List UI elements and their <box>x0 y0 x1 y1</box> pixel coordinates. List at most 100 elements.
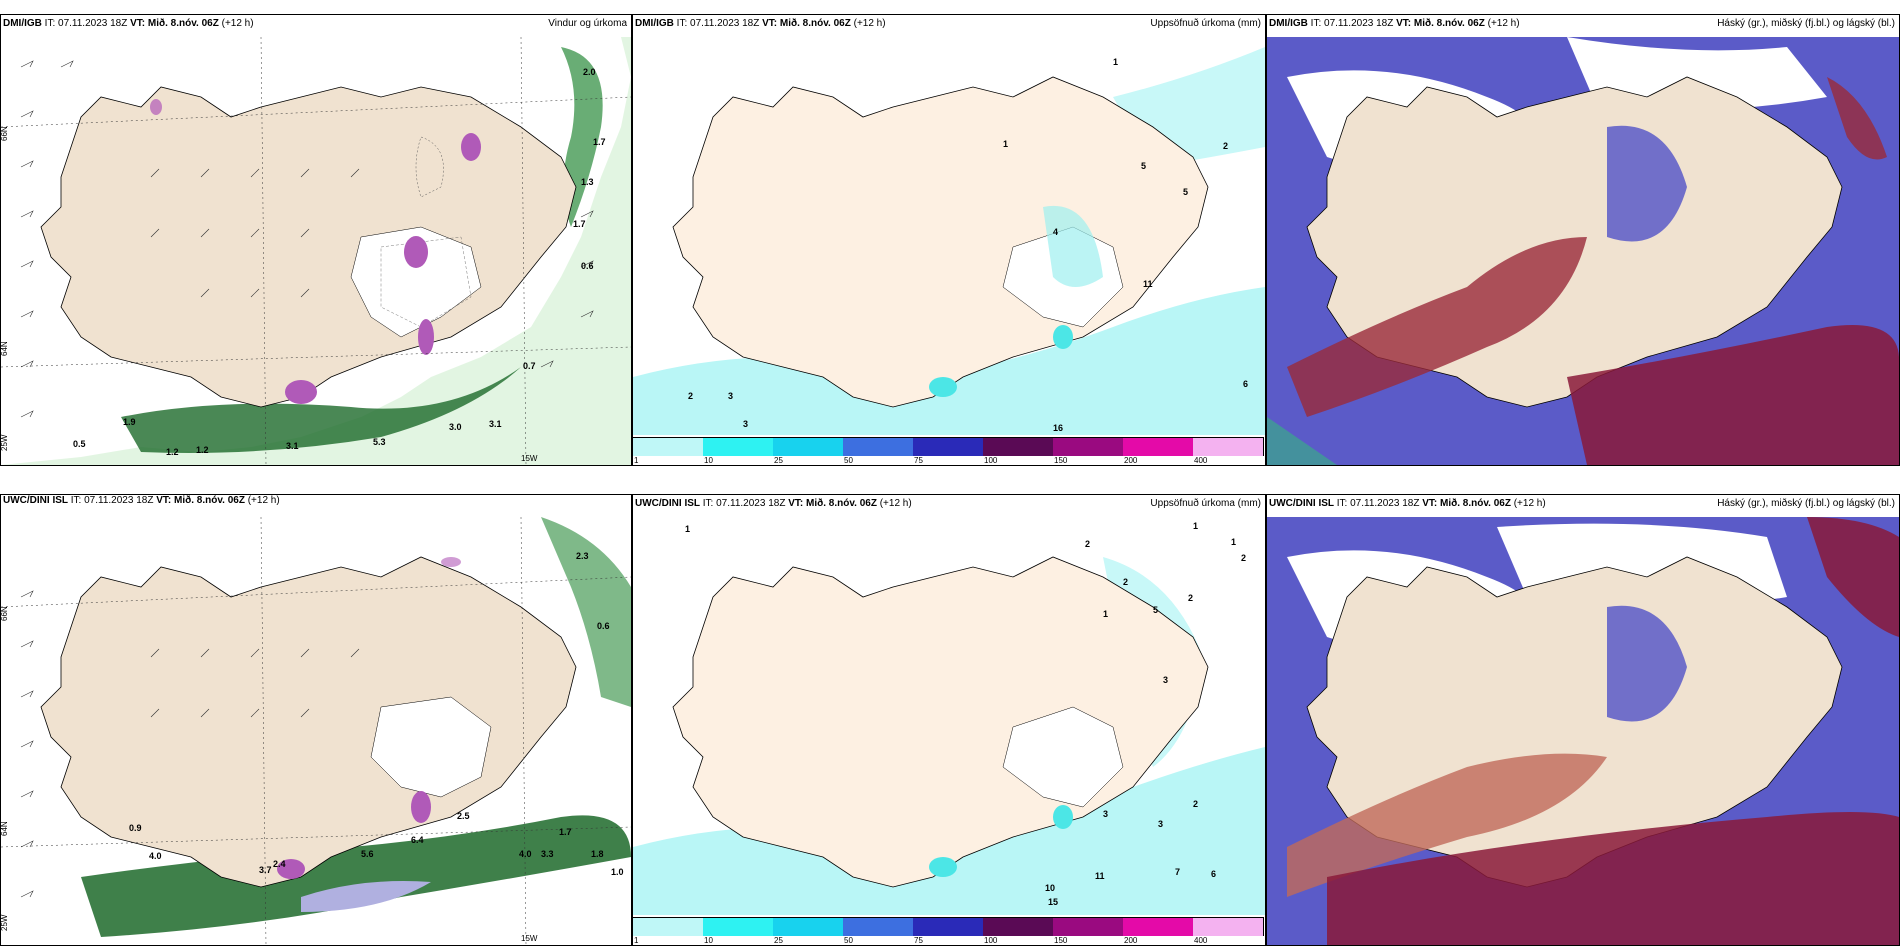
wind-label: 1.3 <box>581 177 594 187</box>
lat-label: 64N <box>1 821 9 836</box>
precip-label: 4 <box>1053 227 1058 237</box>
precip-label: 3 <box>728 391 733 401</box>
colorbar-label: 400 <box>1194 456 1208 465</box>
precip-label: 1 <box>1113 57 1118 67</box>
colorbar-label: 10 <box>704 456 713 465</box>
wind-label: 1.2 <box>196 445 209 455</box>
colorbar-label: 1 <box>634 456 639 465</box>
colorbar-swatch <box>913 437 984 456</box>
panel-wind-uwc: UWC/DINI ISL IT: 07.11.2023 18Z VT: Mið.… <box>0 494 632 946</box>
wind-label: 1.9 <box>123 417 136 427</box>
panel-precip-uwc: UWC/DINI ISL IT: 07.11.2023 18Z VT: Mið.… <box>632 494 1266 946</box>
wind-label: 1.2 <box>166 447 179 457</box>
lon-label: 25W <box>1 914 9 931</box>
wind-label: 1.7 <box>593 137 606 147</box>
colorbar-label: 150 <box>1054 456 1068 465</box>
lon-label: 15W <box>521 934 538 943</box>
map-precip-uwc: 1 1 1 2 2 1 2 2 5 3 10 15 11 7 6 3 3 2 <box>633 517 1265 915</box>
wind-label: 1.7 <box>573 219 586 229</box>
colorbar-swatch <box>773 437 844 456</box>
precip-label: 2 <box>1085 539 1090 549</box>
wind-label: 2.5 <box>457 811 470 821</box>
wind-label: 2.4 <box>273 859 286 869</box>
panel-right-title: Vindur og úrkoma <box>548 18 627 29</box>
colorbar-swatch <box>843 437 914 456</box>
precip-label: 1 <box>1231 537 1236 547</box>
colorbar-label: 150 <box>1054 936 1068 945</box>
precip-label: 11 <box>1143 279 1153 289</box>
wind-label: 0.6 <box>597 621 610 631</box>
wind-label: 6.4 <box>411 835 424 845</box>
precip-label: 1 <box>1003 139 1008 149</box>
precip-label: 5 <box>1183 187 1188 197</box>
panel-precip-dmi: DMI/IGB IT: 07.11.2023 18Z VT: Mið. 8.nó… <box>632 14 1266 466</box>
colorbar-label: 75 <box>914 936 923 945</box>
wind-label: 3.1 <box>286 441 299 451</box>
map-precip-dmi: 1 1 4 3 2 5 5 11 2 3 16 6 <box>633 37 1265 435</box>
colorbar-swatch <box>1123 437 1194 456</box>
precip-label: 6 <box>1211 869 1216 879</box>
colorbar-swatch <box>633 917 704 936</box>
wind-label: 4.0 <box>519 849 532 859</box>
panel-right-title: Háský (gr.), miðský (fj.bl.) og lágský (… <box>1717 498 1895 509</box>
wind-label: 0.5 <box>73 439 86 449</box>
wind-label: 3.1 <box>489 419 502 429</box>
colorbar-label: 10 <box>704 936 713 945</box>
colorbar-swatch <box>633 437 704 456</box>
wind-label: 1.0 <box>611 867 624 877</box>
panel-right-title: Uppsöfnuð úrkoma (mm) <box>1150 18 1261 29</box>
wind-label: 5.3 <box>373 437 386 447</box>
map-wind-uwc: 66N 64N 25W 15W 2.3 0.6 0.9 4.0 3.7 2.4 … <box>1 517 631 945</box>
panel-title: DMI/IGB IT: 07.11.2023 18Z VT: Mið. 8.nó… <box>1269 18 1520 29</box>
precip-label: 7 <box>1175 867 1180 877</box>
colorbar-swatch <box>983 917 1054 936</box>
precip-label: 2 <box>1188 593 1193 603</box>
lat-label: 66N <box>1 606 9 621</box>
precip-label: 16 <box>1053 423 1063 433</box>
precip-label: 1 <box>685 524 690 534</box>
wind-label: 3.7 <box>259 865 272 875</box>
colorbar-label: 400 <box>1194 936 1208 945</box>
colorbar-label: 50 <box>844 456 853 465</box>
precip-label: 10 <box>1045 883 1055 893</box>
colorbar: 1 10 25 50 75 100 150 200 400 <box>633 917 1265 945</box>
wind-label: 0.6 <box>581 261 594 271</box>
panel-clouds-dmi: DMI/IGB IT: 07.11.2023 18Z VT: Mið. 8.nó… <box>1266 14 1900 466</box>
precip-label: 3 <box>743 419 748 429</box>
colorbar-label: 100 <box>984 936 998 945</box>
colorbar-label: 100 <box>984 456 998 465</box>
colorbar-label: 200 <box>1124 456 1138 465</box>
wind-label: 4.0 <box>149 851 162 861</box>
colorbar-swatch <box>703 437 774 456</box>
panel-right-title: Uppsöfnuð úrkoma (mm) <box>1150 498 1261 509</box>
panel-clouds-uwc: UWC/DINI ISL IT: 07.11.2023 18Z VT: Mið.… <box>1266 494 1900 946</box>
precip-label: 15 <box>1048 897 1058 907</box>
colorbar-swatch <box>1193 917 1264 936</box>
colorbar: 1 10 25 50 75 100 150 200 400 <box>633 437 1265 465</box>
precip-label: 11 <box>1095 871 1105 881</box>
wind-label: 0.7 <box>523 361 536 371</box>
wind-label: 2.3 <box>576 551 589 561</box>
wind-label: 5.6 <box>361 849 374 859</box>
lat-label: 66N <box>1 126 9 141</box>
wind-label: 0.9 <box>129 823 142 833</box>
panel-title: UWC/DINI ISL IT: 07.11.2023 18Z VT: Mið.… <box>3 495 280 506</box>
colorbar-label: 75 <box>914 456 923 465</box>
lon-label: 15W <box>521 454 538 463</box>
colorbar-swatch <box>843 917 914 936</box>
colorbar-swatch <box>913 917 984 936</box>
map-clouds-dmi <box>1267 37 1899 465</box>
panel-wind-dmi: DMI/IGB IT: 07.11.2023 18Z VT: Mið. 8.nó… <box>0 14 632 466</box>
colorbar-label: 25 <box>774 456 783 465</box>
panel-title: UWC/DINI ISL IT: 07.11.2023 18Z VT: Mið.… <box>1269 498 1546 509</box>
colorbar-swatch <box>1053 437 1124 456</box>
lon-label: 25W <box>1 434 9 451</box>
colorbar-swatch <box>983 437 1054 456</box>
wind-label: 1.7 <box>559 827 572 837</box>
wind-label: 3.0 <box>449 422 462 432</box>
precip-label: 2 <box>1123 577 1128 587</box>
colorbar-swatch <box>1123 917 1194 936</box>
panel-right-title: Háský (gr.), miðský (fj.bl.) og lágský (… <box>1717 18 1895 29</box>
precip-label: 2 <box>1223 141 1228 151</box>
precip-label: 5 <box>1141 161 1146 171</box>
